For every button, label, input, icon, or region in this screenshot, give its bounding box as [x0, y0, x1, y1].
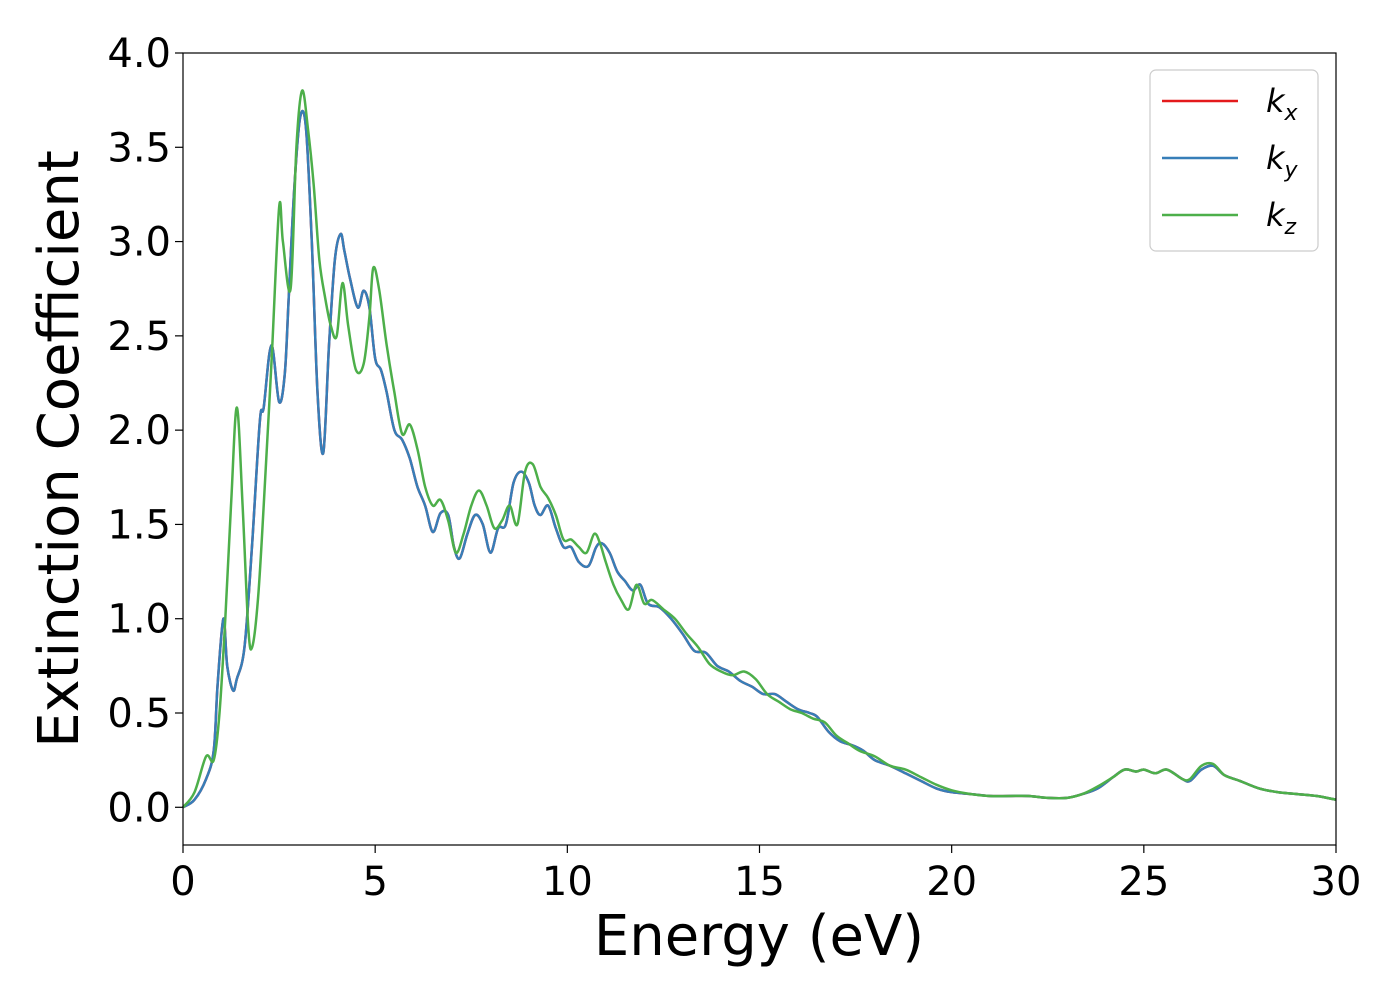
x-tick-label: 20: [926, 859, 977, 905]
y-tick-label: 2.5: [107, 314, 171, 360]
x-tick-label: 30: [1311, 859, 1362, 905]
legend: kx ky kz: [1149, 69, 1319, 252]
x-tick-label: 0: [170, 859, 195, 905]
x-tick-label: 25: [1118, 859, 1169, 905]
y-tick-label: 0.5: [107, 691, 171, 737]
y-tick-label: 1.0: [107, 597, 171, 643]
x-tick-label: 10: [542, 859, 593, 905]
y-tick-label: 3.5: [107, 125, 171, 171]
x-axis-ticks: 0 5 10 15 20 25 30: [170, 845, 1361, 905]
legend-label-ky: ky: [1266, 139, 1299, 183]
y-axis-ticks: 0.0 0.5 1.0 1.5 2.0 2.5 3.0 3.5 4.0: [107, 31, 183, 831]
y-tick-label: 4.0: [107, 31, 171, 77]
y-axis-title: Extinction Coefficient: [27, 150, 92, 748]
y-tick-label: 2.0: [107, 408, 171, 454]
x-tick-label: 15: [734, 859, 785, 905]
y-tick-label: 1.5: [107, 502, 171, 548]
x-tick-label: 5: [362, 859, 387, 905]
plot-lines: [182, 89, 1337, 809]
legend-label-kz: kz: [1266, 196, 1297, 240]
legend-box: [1149, 69, 1319, 252]
series-line-kz: [182, 89, 1337, 809]
y-tick-label: 0.0: [107, 785, 171, 831]
legend-label-kx: kx: [1266, 82, 1299, 126]
x-axis-title: Energy (eV): [594, 904, 924, 969]
y-tick-label: 3.0: [107, 220, 171, 266]
